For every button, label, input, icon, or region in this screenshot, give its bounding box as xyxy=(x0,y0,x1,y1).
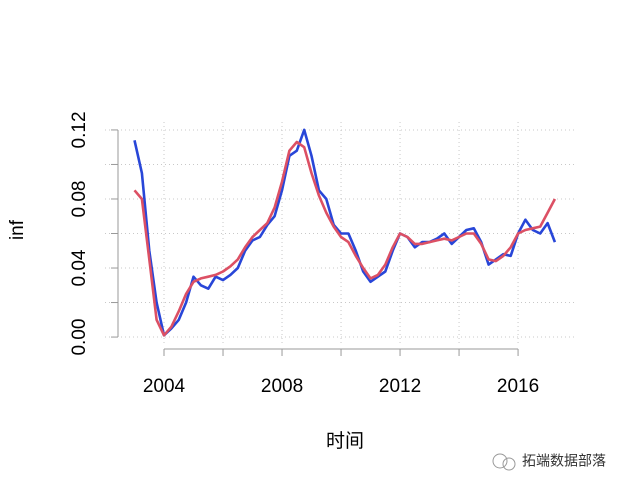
y-tick-label: 0.12 xyxy=(69,111,90,148)
x-tick-label: 2012 xyxy=(379,376,421,397)
x-axis-label: 时间 xyxy=(326,430,364,452)
y-tick-label: 0.08 xyxy=(69,180,90,217)
y-tick-label: 0.04 xyxy=(69,249,90,286)
x-tick-label: 2008 xyxy=(261,376,303,397)
x-tick-label: 2004 xyxy=(143,376,186,397)
watermark-icon xyxy=(492,453,516,471)
series-line xyxy=(133,140,557,337)
x-tick-label: 2016 xyxy=(497,376,539,397)
series-line xyxy=(133,128,557,337)
y-tick-label: 0.00 xyxy=(69,319,90,356)
watermark: 拓端数据部落 xyxy=(522,453,606,469)
y-axis-label: inf xyxy=(7,219,28,240)
